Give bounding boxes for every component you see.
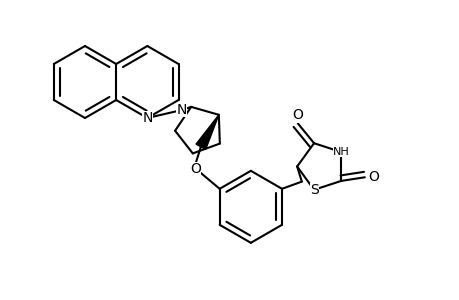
Text: N: N <box>176 103 186 117</box>
Polygon shape <box>196 115 218 149</box>
Text: N: N <box>142 111 152 125</box>
Text: O: O <box>292 108 302 122</box>
Text: NH: NH <box>332 147 349 157</box>
Text: S: S <box>309 183 318 197</box>
Text: O: O <box>368 170 378 184</box>
Text: O: O <box>190 162 201 176</box>
